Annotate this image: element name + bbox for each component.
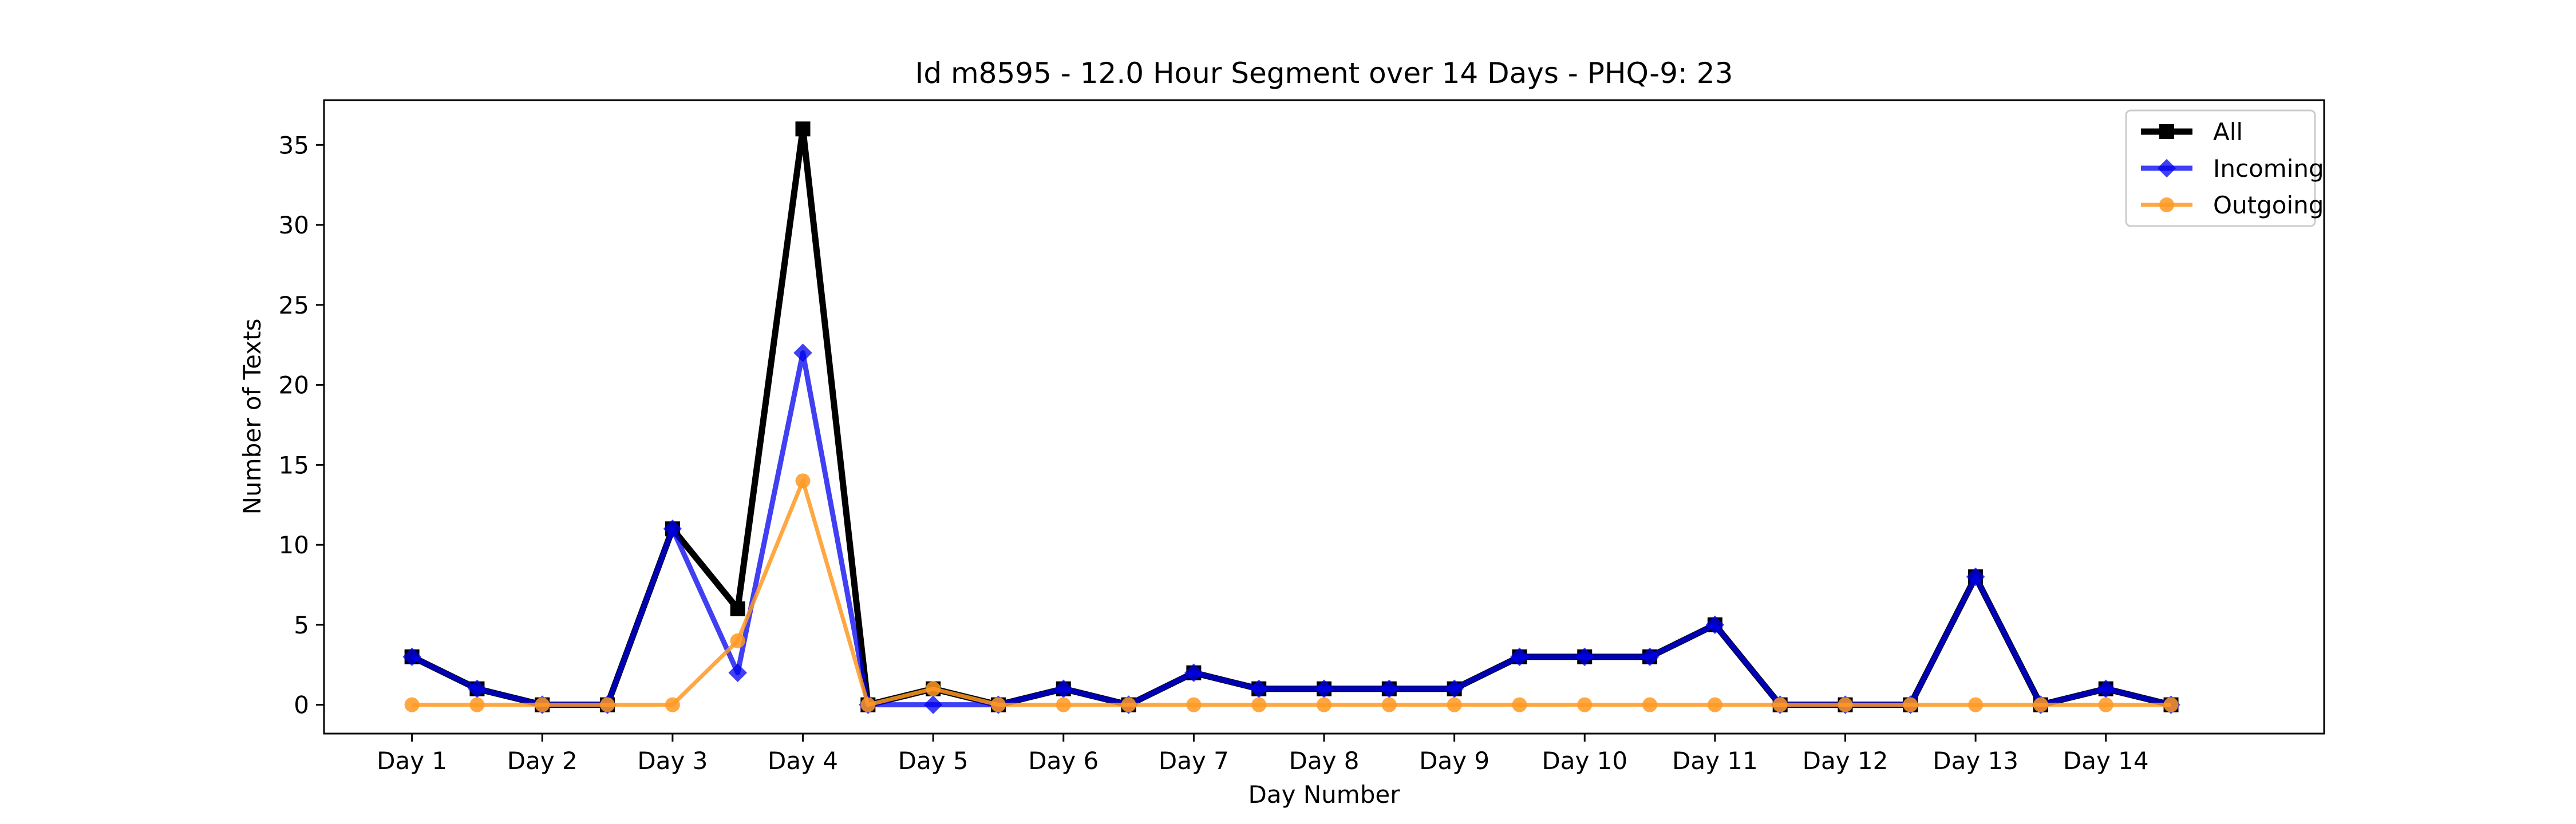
x-tick-label: Day 1 (377, 747, 447, 775)
data-point-incoming (468, 679, 487, 698)
y-tick-label: 5 (294, 611, 309, 639)
legend-label-outgoing: Outgoing (2213, 191, 2324, 219)
y-tick-label: 30 (279, 211, 309, 239)
data-point-incoming (663, 519, 682, 538)
plot-area (402, 121, 2180, 714)
data-point-outgoing (535, 697, 550, 712)
data-point-outgoing (1772, 697, 1788, 712)
x-tick-label: Day 5 (898, 747, 969, 775)
data-point-incoming (1966, 567, 1985, 587)
x-tick-label: Day 3 (637, 747, 708, 775)
x-tick-label: Day 8 (1289, 747, 1359, 775)
data-point-outgoing (404, 697, 420, 712)
data-point-incoming (1184, 663, 1203, 683)
legend-label-all: All (2213, 118, 2243, 146)
data-point-outgoing (469, 697, 485, 712)
data-point-outgoing (665, 697, 680, 712)
data-point-outgoing (1447, 697, 1462, 712)
data-point-incoming (1445, 679, 1464, 698)
series-line-outgoing (412, 478, 2171, 707)
y-axis-ticks: 0 5 10 15 20 25 30 35 (279, 131, 324, 719)
data-point-outgoing (1577, 697, 1593, 712)
y-tick-label: 25 (279, 291, 309, 319)
data-point-outgoing (1838, 697, 1853, 712)
data-point-outgoing (2098, 697, 2113, 712)
data-point-incoming (1640, 647, 1660, 667)
data-point-outgoing (1968, 697, 1984, 712)
data-point-outgoing (795, 473, 811, 489)
x-tick-label: Day 9 (1419, 747, 1490, 775)
legend: All Incoming Outgoing (2125, 109, 2324, 227)
chart-title: Id m8595 - 12.0 Hour Segment over 14 Day… (915, 57, 1733, 90)
data-point-incoming (402, 647, 421, 667)
data-point-incoming (923, 695, 943, 714)
data-point-outgoing (600, 697, 615, 712)
data-point-incoming (1054, 679, 1073, 698)
x-tick-label: Day 11 (1672, 747, 1758, 775)
x-tick-label: Day 13 (1933, 747, 2018, 775)
data-point-all (795, 121, 811, 137)
data-point-outgoing (1381, 697, 1397, 712)
data-point-incoming (1510, 647, 1529, 667)
legend-marker-outgoing (2159, 197, 2174, 212)
data-point-outgoing (1056, 697, 1071, 712)
legend-marker-incoming (2157, 159, 2176, 178)
data-point-incoming (1575, 647, 1594, 667)
y-tick-label: 20 (279, 371, 309, 399)
x-tick-label: Day 2 (507, 747, 578, 775)
data-point-outgoing (730, 633, 745, 648)
data-point-outgoing (1642, 697, 1658, 712)
data-point-outgoing (1707, 697, 1722, 712)
y-axis-label: Number of Texts (238, 319, 266, 515)
data-point-outgoing (990, 697, 1006, 712)
x-tick-label: Day 10 (1542, 747, 1627, 775)
data-point-outgoing (926, 681, 941, 696)
data-point-incoming (1705, 615, 1725, 635)
x-tick-label: Day 4 (768, 747, 838, 775)
data-point-outgoing (2163, 697, 2179, 712)
data-point-outgoing (1186, 697, 1202, 712)
data-point-outgoing (1121, 697, 1136, 712)
x-tick-label: Day 14 (2063, 747, 2149, 775)
y-tick-label: 0 (294, 691, 309, 719)
legend-marker-all (2159, 124, 2174, 139)
x-tick-label: Day 7 (1159, 747, 1229, 775)
data-point-outgoing (1251, 697, 1267, 712)
data-point-outgoing (860, 697, 876, 712)
data-point-outgoing (1903, 697, 1918, 712)
data-point-incoming (1380, 679, 1399, 698)
legend-box (2125, 109, 2316, 227)
legend-label-incoming: Incoming (2213, 154, 2324, 183)
data-point-incoming (2096, 679, 2115, 698)
data-point-incoming (1249, 679, 1269, 698)
data-point-outgoing (2033, 697, 2048, 712)
x-tick-label: Day 12 (1803, 747, 1888, 775)
y-tick-label: 35 (279, 131, 309, 159)
data-point-incoming (1314, 679, 1334, 698)
data-point-all (730, 601, 745, 616)
data-point-outgoing (1317, 697, 1332, 712)
data-point-outgoing (1512, 697, 1527, 712)
x-axis-ticks: Day 1 Day 2 Day 3 Day 4 Day 5 Day 6 Day 7 Day 8… (377, 734, 2149, 775)
x-tick-label: Day 6 (1028, 747, 1099, 775)
data-point-incoming (793, 343, 812, 362)
x-axis-label: Day Number (1248, 781, 1400, 809)
data-point-incoming (728, 663, 747, 683)
y-tick-label: 10 (279, 531, 309, 559)
y-tick-label: 15 (279, 451, 309, 479)
